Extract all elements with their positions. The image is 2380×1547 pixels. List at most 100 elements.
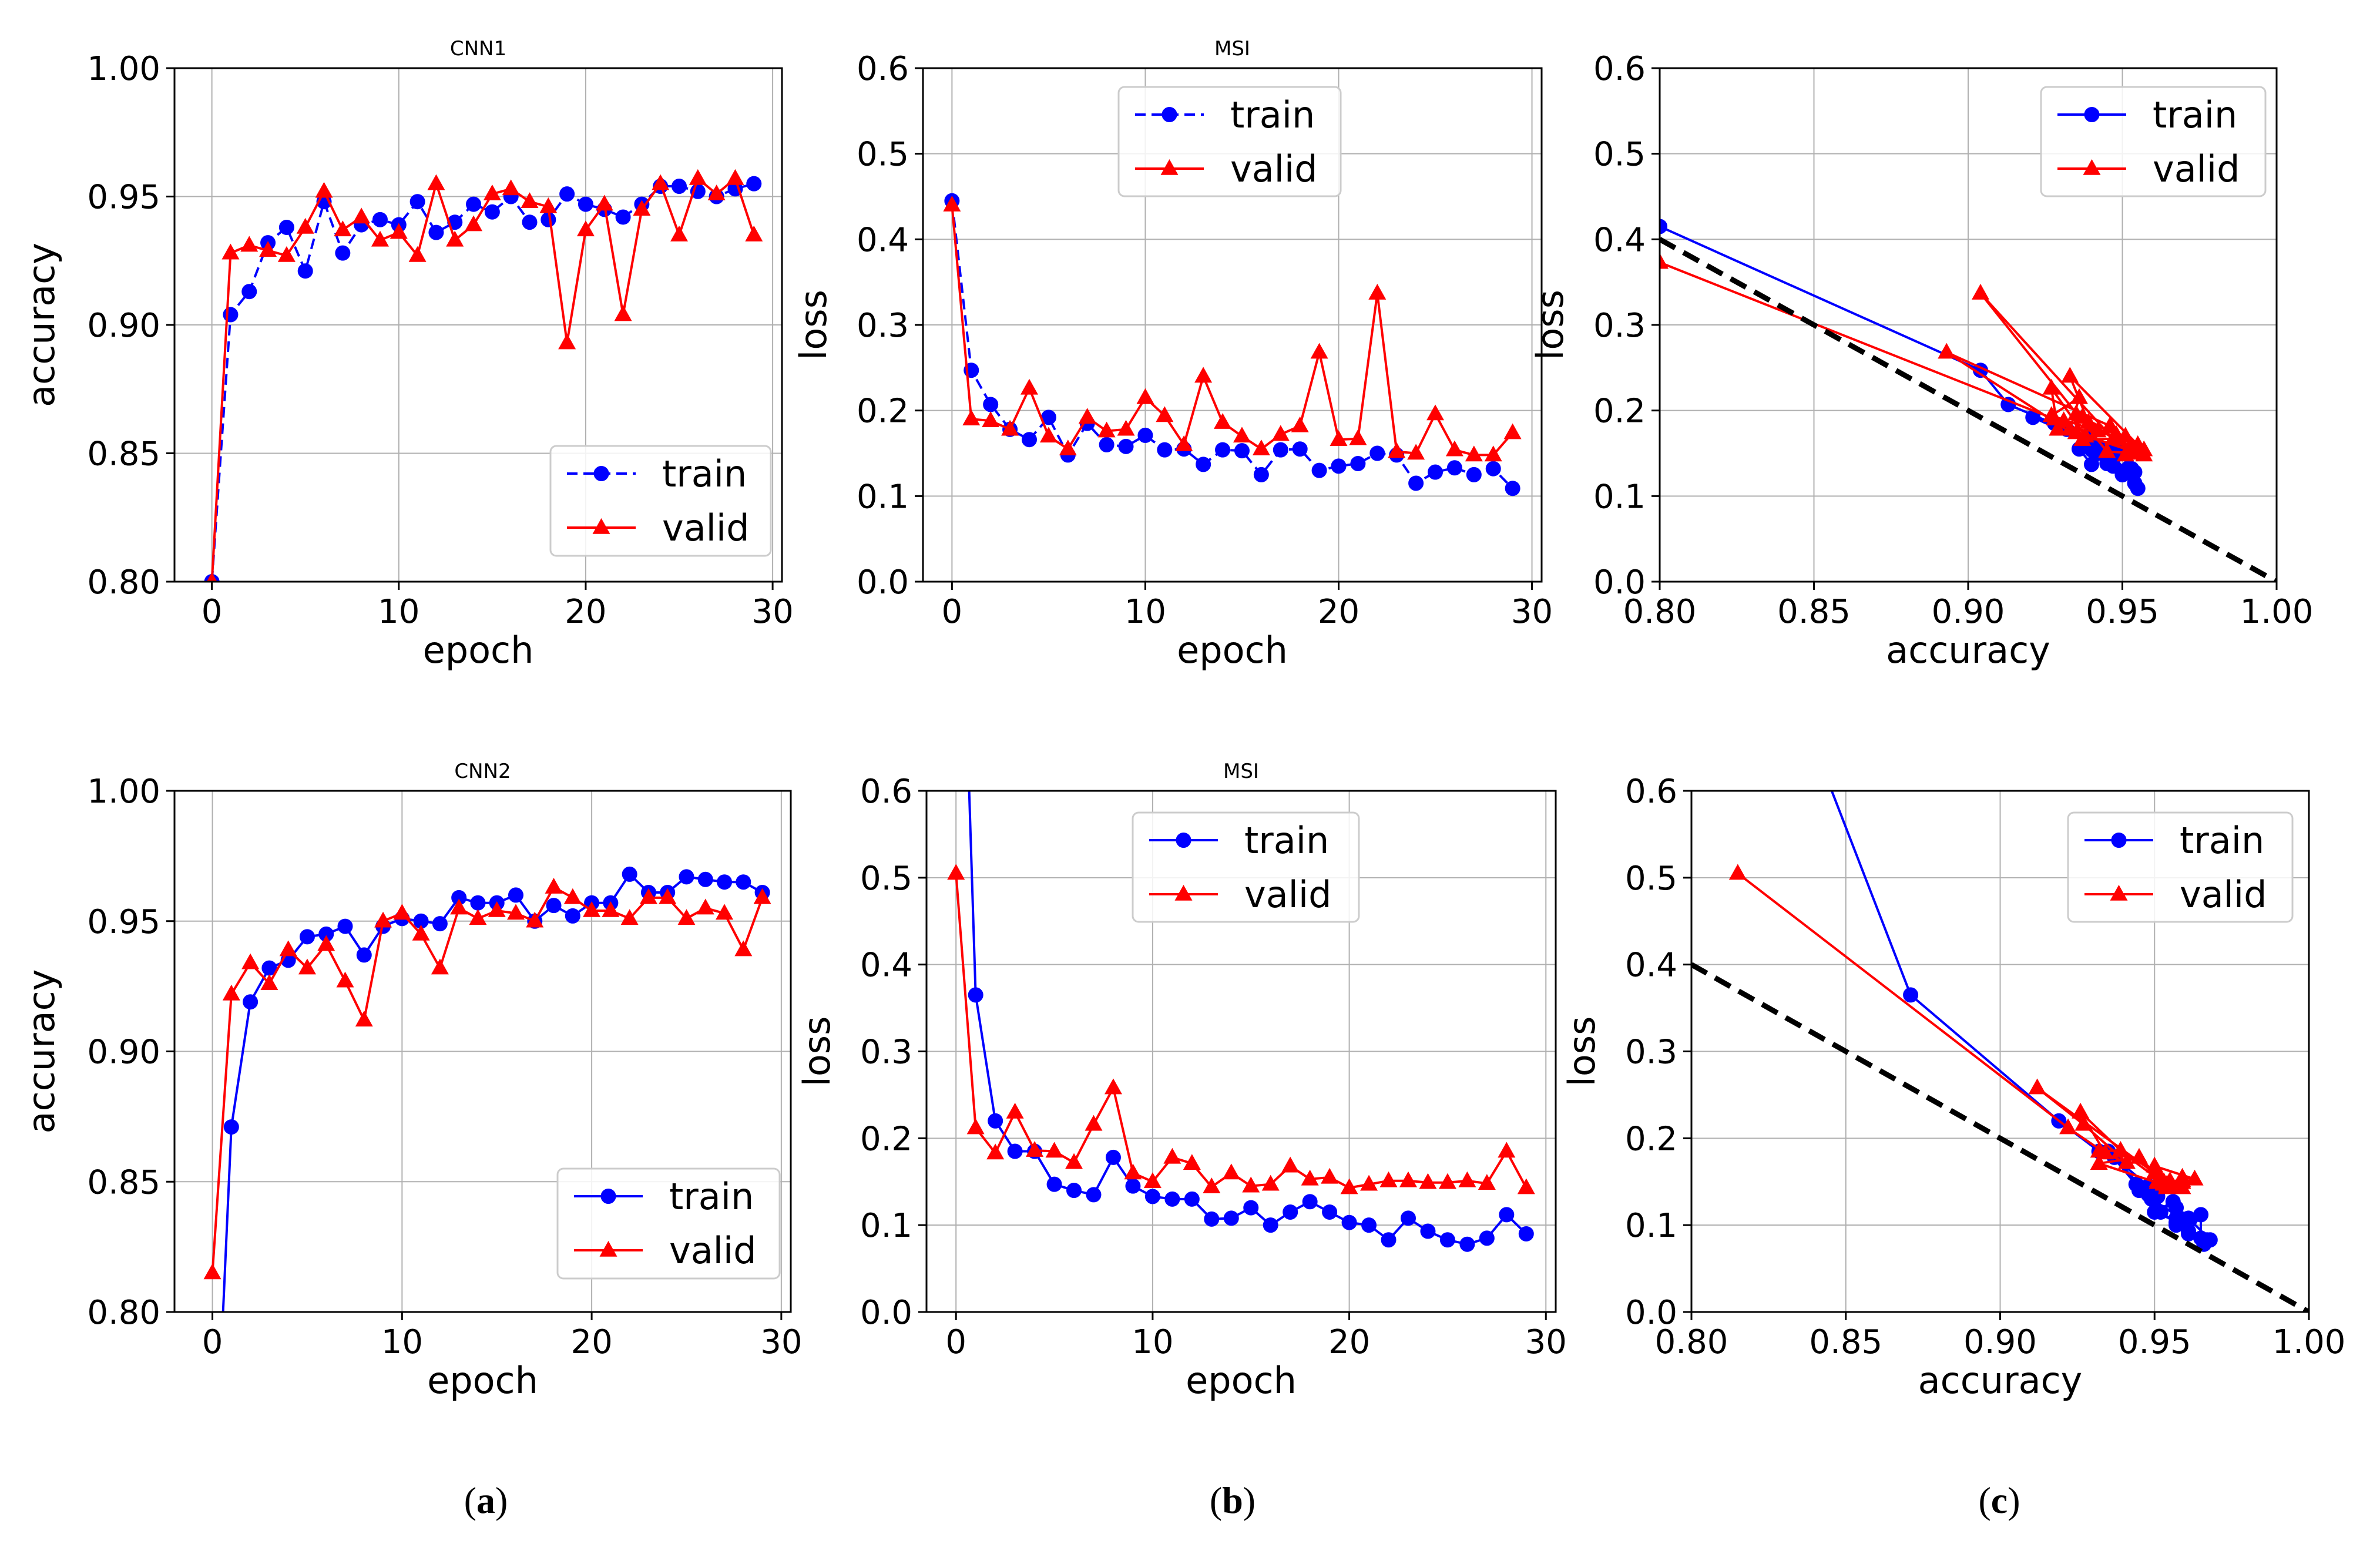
legend-marker-valid <box>599 1240 617 1257</box>
y-tick-label: 0.0 <box>1625 1294 1677 1332</box>
data-point-valid <box>1503 423 1522 439</box>
x-tick-label: 0 <box>202 593 223 631</box>
data-point-valid <box>1407 444 1425 460</box>
chart-title: CNN2 <box>454 760 511 783</box>
data-point-valid <box>1310 343 1328 359</box>
data-point-valid <box>2059 1118 2077 1135</box>
data-point-valid <box>2072 1102 2090 1119</box>
data-point-valid <box>355 1011 373 1027</box>
y-axis-label: accuracy <box>20 243 63 407</box>
plot-area <box>947 791 1535 1252</box>
chart-cnn1-accuracy: 0 10 20 30 0.80 0.85 0.90 0.95 1.00 epoch accuracy… <box>20 37 794 672</box>
data-point-train <box>1518 1226 1534 1241</box>
x-axis-label: epoch <box>427 1359 538 1402</box>
data-point-valid <box>2079 413 2097 429</box>
y-tick-label: 1.00 <box>87 773 160 811</box>
data-point-train <box>2165 1194 2181 1210</box>
data-point-valid <box>483 184 501 200</box>
y-tick-label: 0.5 <box>860 860 912 898</box>
data-point-train <box>1164 1191 1180 1207</box>
data-point-valid <box>1445 440 1463 457</box>
legend-label-valid: valid <box>1244 873 1332 916</box>
plot-area <box>204 169 763 582</box>
data-point-train <box>1125 1178 1141 1194</box>
data-point-valid <box>1214 413 1232 429</box>
y-tick-label: 0.1 <box>1593 478 1646 516</box>
data-point-valid <box>659 888 677 904</box>
legend-label-train: train <box>669 1175 754 1218</box>
x-tick-label: 20 <box>570 1323 612 1361</box>
data-point-valid <box>1065 1153 1083 1169</box>
data-point-valid <box>962 410 981 426</box>
data-point-valid <box>412 924 430 941</box>
series-valid <box>206 169 763 582</box>
data-point-valid <box>1059 439 1077 456</box>
data-point-valid <box>2070 388 2089 404</box>
y-tick-label: 0.3 <box>1593 307 1646 345</box>
data-point-train <box>522 214 538 230</box>
x-axis-label: epoch <box>1186 1359 1297 1402</box>
data-point-valid <box>696 898 714 915</box>
data-point-train <box>717 874 733 890</box>
legend-marker-valid <box>2083 159 2101 175</box>
data-point-valid <box>2067 423 2085 439</box>
data-point-valid <box>1183 1154 1201 1170</box>
y-tick-label: 0.1 <box>1625 1207 1677 1245</box>
legend: train valid <box>2040 86 2267 197</box>
x-tick-label: 20 <box>1318 593 1359 631</box>
caption-c: (c) <box>1978 1479 2020 1521</box>
data-point-valid <box>1163 1147 1181 1164</box>
data-point-train <box>484 204 500 220</box>
data-point-train <box>297 263 313 279</box>
data-point-valid <box>745 226 763 241</box>
data-point-valid <box>545 878 563 894</box>
data-point-valid <box>2074 1115 2093 1131</box>
y-tick-label: 0.85 <box>87 435 160 474</box>
plot-area <box>1691 791 2309 1312</box>
data-point-valid <box>2101 416 2119 432</box>
y-tick-label: 0.5 <box>1625 860 1677 898</box>
data-point-valid <box>526 911 544 928</box>
y-tick-label: 0.6 <box>1593 50 1646 88</box>
data-point-train <box>508 887 523 903</box>
data-point-train <box>1903 987 1919 1003</box>
y-tick-label: 0.1 <box>857 478 909 516</box>
data-point-valid <box>2049 420 2067 436</box>
data-point-valid <box>707 184 726 200</box>
y-tick-label: 0.0 <box>1593 563 1646 602</box>
data-point-valid <box>2116 445 2134 462</box>
data-point-valid <box>1291 416 1309 432</box>
data-point-valid <box>296 217 314 234</box>
data-point-valid <box>1039 427 1058 443</box>
x-tick-label: 0.95 <box>2086 593 2159 631</box>
data-point-valid <box>1020 378 1038 395</box>
data-point-valid <box>1006 1102 1024 1119</box>
data-point-train <box>337 918 353 934</box>
legend-marker-train <box>1162 107 1177 122</box>
data-point-valid <box>336 971 354 988</box>
data-point-valid <box>1340 1178 1358 1194</box>
data-point-valid <box>1728 864 1747 880</box>
data-point-valid <box>670 226 689 241</box>
x-tick-label: 0 <box>945 1323 966 1361</box>
data-point-train <box>1007 1143 1023 1159</box>
legend-label-train: train <box>1230 93 1315 136</box>
data-point-valid <box>1399 1171 1417 1187</box>
chart-title: MSI <box>1223 760 1259 783</box>
data-point-train <box>1046 1176 1062 1192</box>
data-point-train <box>1144 1189 1160 1204</box>
series-line-reference <box>1660 237 2277 582</box>
data-point-valid <box>689 169 707 185</box>
data-point-valid <box>431 958 449 975</box>
chart-cnn1-msi-loss: 0 10 20 30 0.0 0.1 0.2 0.3 0.4 0.5 0.6 epoch loss MSI… <box>792 37 1553 672</box>
y-tick-label: 0.4 <box>857 221 909 259</box>
data-point-train <box>559 186 575 202</box>
data-point-valid <box>1045 1142 1063 1158</box>
data-point-train <box>1118 438 1134 454</box>
data-point-valid <box>241 953 260 969</box>
data-point-valid <box>2135 445 2153 462</box>
series-valid <box>1728 864 2204 1194</box>
caption-c-letter: c <box>1991 1479 2008 1521</box>
legend-label-valid: valid <box>669 1229 757 1272</box>
